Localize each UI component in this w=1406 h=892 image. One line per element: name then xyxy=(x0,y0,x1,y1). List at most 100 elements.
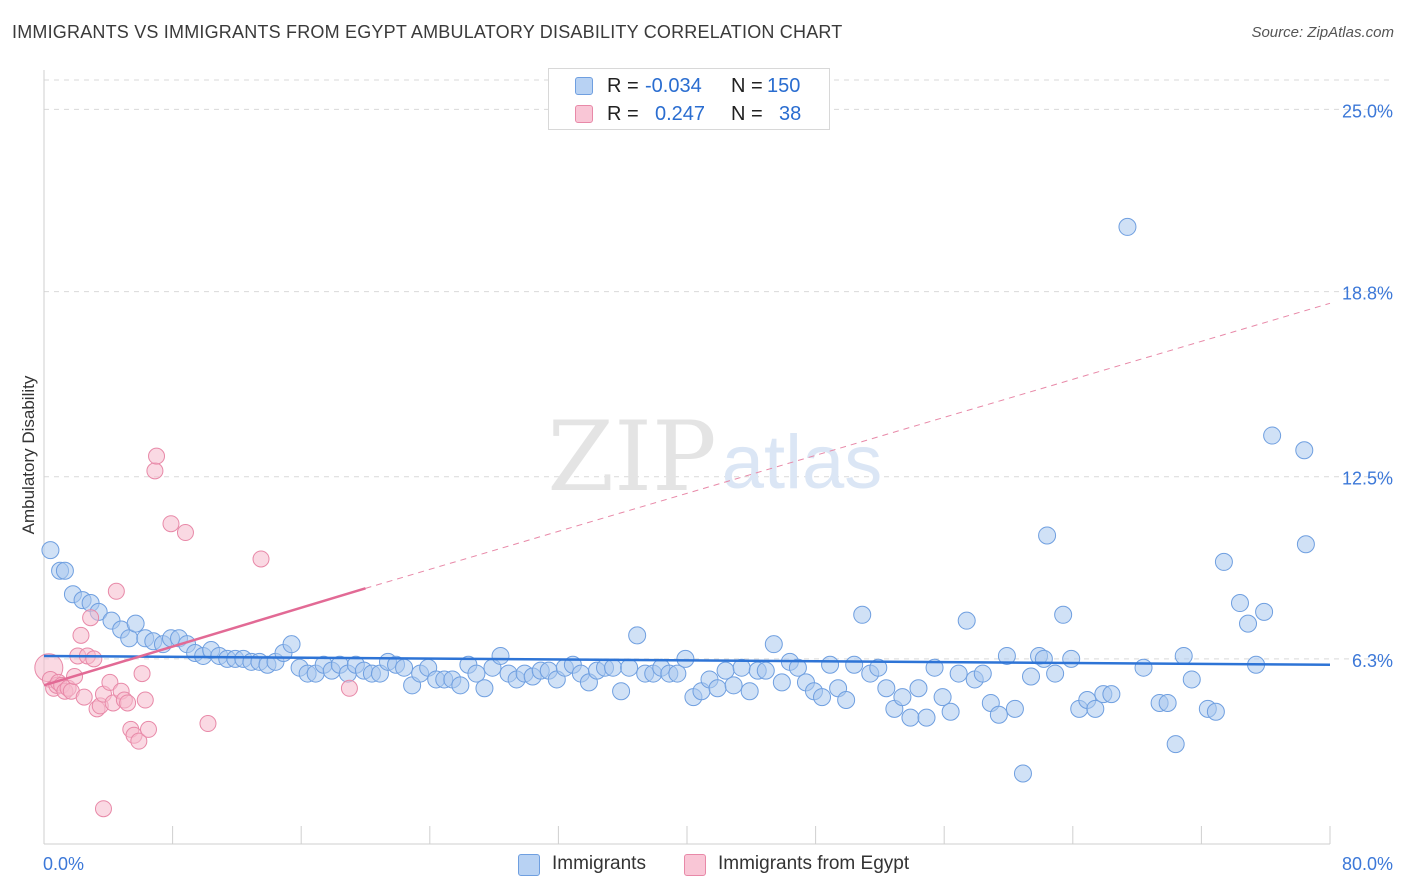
data-point-immigrants xyxy=(1022,667,1041,686)
data-point-immigrants xyxy=(620,658,639,677)
data-point-egypt xyxy=(252,550,270,568)
data-point-immigrants xyxy=(973,664,992,683)
y-tick-label: 18.8% xyxy=(1342,284,1393,304)
data-point-immigrants xyxy=(764,635,783,654)
data-point-immigrants xyxy=(1158,693,1177,712)
data-point-immigrants xyxy=(126,614,145,633)
data-point-immigrants xyxy=(491,646,510,665)
data-point-egypt xyxy=(199,715,217,733)
correlation-legend: R = -0.034 N = 150 R = 0.247 N = 38 xyxy=(548,68,830,130)
series-legend: Immigrants Immigrants from Egypt xyxy=(0,852,1406,878)
data-point-immigrants xyxy=(1034,649,1053,668)
swatch-egypt xyxy=(684,854,706,876)
data-point-immigrants xyxy=(917,708,936,727)
data-point-immigrants xyxy=(941,702,960,721)
data-point-immigrants xyxy=(933,688,952,707)
legend-r-label: R = xyxy=(607,75,639,97)
data-point-immigrants xyxy=(1038,526,1057,545)
legend-label-egypt: Immigrants from Egypt xyxy=(718,853,910,874)
legend-r-value: 0.247 xyxy=(655,103,706,125)
data-point-immigrants xyxy=(788,658,807,677)
data-point-immigrants xyxy=(756,661,775,680)
watermark: ZIP atlas xyxy=(547,401,882,513)
data-point-egypt xyxy=(82,609,100,627)
chart-title: IMMIGRANTS VS IMMIGRANTS FROM EGYPT AMBU… xyxy=(12,22,843,42)
data-point-immigrants xyxy=(1214,552,1233,571)
swatch-immigrants xyxy=(518,854,540,876)
axes xyxy=(43,70,1331,845)
data-point-immigrants xyxy=(1182,670,1201,689)
data-point-immigrants xyxy=(893,688,912,707)
data-point-egypt xyxy=(130,732,148,750)
data-point-immigrants xyxy=(877,679,896,698)
data-point-immigrants xyxy=(1295,441,1314,460)
data-point-immigrants xyxy=(451,676,470,695)
trend-line-egypt xyxy=(43,587,366,687)
y-tick-label: 6.3% xyxy=(1352,651,1393,671)
data-point-immigrants xyxy=(772,673,791,692)
data-point-immigrants xyxy=(475,679,494,698)
data-point-immigrants xyxy=(813,688,832,707)
data-point-immigrants xyxy=(1086,699,1105,718)
legend-n-label: N = xyxy=(731,75,763,97)
data-point-immigrants xyxy=(1263,426,1282,445)
data-point-immigrants xyxy=(901,708,920,727)
data-point-egypt xyxy=(139,720,157,738)
data-point-immigrants xyxy=(1239,614,1258,633)
data-point-immigrants xyxy=(837,691,856,710)
data-point-egypt xyxy=(176,524,194,542)
data-point-immigrants xyxy=(1166,735,1185,754)
watermark-atlas: atlas xyxy=(722,420,883,505)
data-point-immigrants xyxy=(604,658,623,677)
legend-n-value: 150 xyxy=(767,75,801,97)
trend-line-immigrants xyxy=(43,654,1331,667)
y-tick-label: 12.5% xyxy=(1342,469,1393,489)
data-point-egypt xyxy=(85,650,103,668)
data-point-immigrants xyxy=(395,658,414,677)
legend-swatch-blue xyxy=(575,77,593,95)
data-point-immigrants xyxy=(853,605,872,624)
data-point-egypt xyxy=(75,688,93,706)
data-point-immigrants xyxy=(1230,594,1249,613)
data-point-egypt xyxy=(162,515,180,533)
data-point-egypt xyxy=(107,582,125,600)
data-point-immigrants xyxy=(676,649,695,668)
data-point-immigrants xyxy=(1206,702,1225,721)
data-point-immigrants xyxy=(708,679,727,698)
legend-r-label: R = xyxy=(607,103,639,125)
data-point-immigrants xyxy=(612,682,631,701)
gridlines xyxy=(44,79,1392,660)
data-point-immigrants xyxy=(869,658,888,677)
legend-label-immigrants: Immigrants xyxy=(552,853,646,874)
tick-labels: 6.3% 12.5% 18.8% 25.0% 0.0% 80.0% xyxy=(43,101,1393,874)
data-point-egypt xyxy=(340,679,358,697)
legend-n-value: 38 xyxy=(779,103,802,125)
data-point-egypt xyxy=(94,800,112,818)
data-point-immigrants xyxy=(989,705,1008,724)
data-point-immigrants xyxy=(997,646,1016,665)
data-point-immigrants xyxy=(957,611,976,630)
trend-line-egypt-projection xyxy=(365,302,1331,589)
data-point-immigrants xyxy=(1174,646,1193,665)
data-point-immigrants xyxy=(821,655,840,674)
data-point-egypt xyxy=(146,462,164,480)
data-point-immigrants xyxy=(1102,685,1121,704)
data-point-egypt xyxy=(72,626,90,644)
data-point-immigrants xyxy=(282,635,301,654)
legend-r-value: -0.034 xyxy=(645,75,702,97)
data-point-immigrants xyxy=(1118,217,1137,236)
legend-row-immigrants: R = -0.034 N = 150 xyxy=(549,71,829,101)
data-point-immigrants xyxy=(909,679,928,698)
legend-n-label: N = xyxy=(731,103,763,125)
data-point-immigrants xyxy=(740,682,759,701)
data-point-immigrants xyxy=(55,561,74,580)
data-point-immigrants xyxy=(628,626,647,645)
source-credit: Source: ZipAtlas.com xyxy=(1251,24,1394,41)
data-point-egypt xyxy=(101,673,119,691)
data-point-immigrants xyxy=(1046,664,1065,683)
data-point-egypt xyxy=(119,694,137,712)
data-point-egypt xyxy=(133,665,151,683)
legend-swatch-pink xyxy=(575,105,593,123)
